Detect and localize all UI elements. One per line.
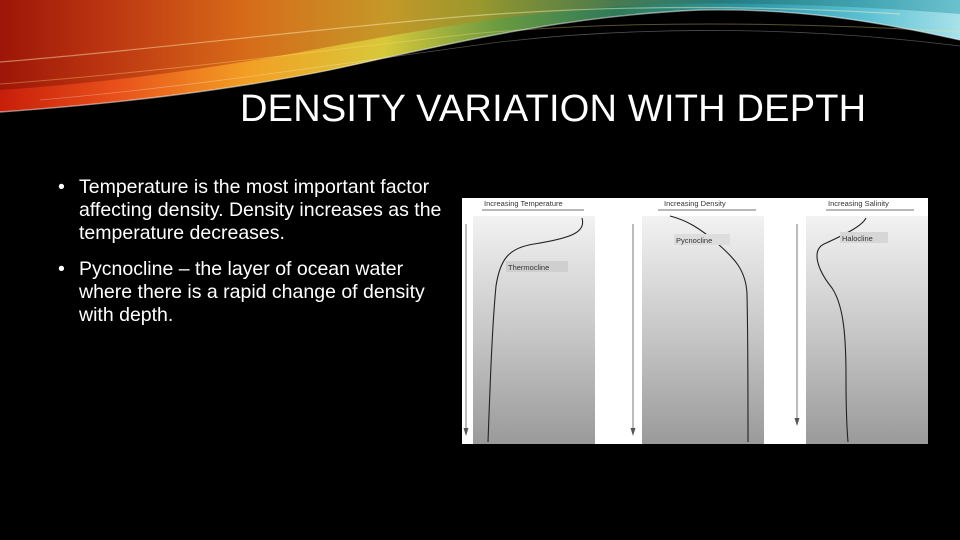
pycnocline-label-bg <box>674 234 730 245</box>
bullet-marker: • <box>58 176 65 198</box>
density-depth-arrow <box>630 428 636 436</box>
salinity-depth-arrow <box>794 418 800 426</box>
bullet-marker: • <box>58 258 65 280</box>
bullet-text: Pycnocline – the layer of ocean water wh… <box>79 258 425 326</box>
salinity-panel-bg <box>806 216 928 444</box>
banner-streak-3 <box>39 30 960 101</box>
temperature-profile-curve <box>487 217 584 443</box>
pycnocline-label: Pycnocline <box>676 236 712 245</box>
halocline-label: Halocline <box>842 234 873 243</box>
temperature-depth-arrow <box>463 428 469 436</box>
banner-band-shadow <box>0 0 960 90</box>
temperature-panel-bg <box>473 216 595 444</box>
bullet-list: • Temperature is the most important fact… <box>58 176 458 340</box>
decorative-banner <box>0 0 960 113</box>
temperature-panel: Increasing Temperature Thermocline <box>463 199 595 444</box>
banner-lower-edge <box>0 9 960 113</box>
salinity-profile-curve <box>816 217 867 443</box>
banner-streak-2 <box>0 23 960 85</box>
temperature-axis-label: Increasing Temperature <box>484 199 563 208</box>
bullet-text: Temperature is the most important factor… <box>79 176 442 244</box>
salinity-axis-label: Increasing Salinity <box>828 199 889 208</box>
salinity-panel: Increasing Salinity Halocline <box>794 199 928 444</box>
halocline-label-bg <box>840 232 888 243</box>
density-profile-curve <box>669 215 749 443</box>
slide-title: DENSITY VARIATION WITH DEPTH <box>240 88 867 130</box>
thermocline-label-bg <box>506 261 568 272</box>
banner-streak-1 <box>0 6 901 63</box>
thermocline-label: Thermocline <box>508 263 549 272</box>
density-panel-bg <box>642 216 764 444</box>
bullet-item: • Temperature is the most important fact… <box>58 176 458 245</box>
depth-profiles-figure: Increasing Temperature Thermocline Incre… <box>462 198 928 444</box>
bullet-item: • Pycnocline – the layer of ocean water … <box>58 258 458 327</box>
density-axis-label: Increasing Density <box>664 199 726 208</box>
density-panel: Increasing Density Pycnocline <box>630 199 764 444</box>
